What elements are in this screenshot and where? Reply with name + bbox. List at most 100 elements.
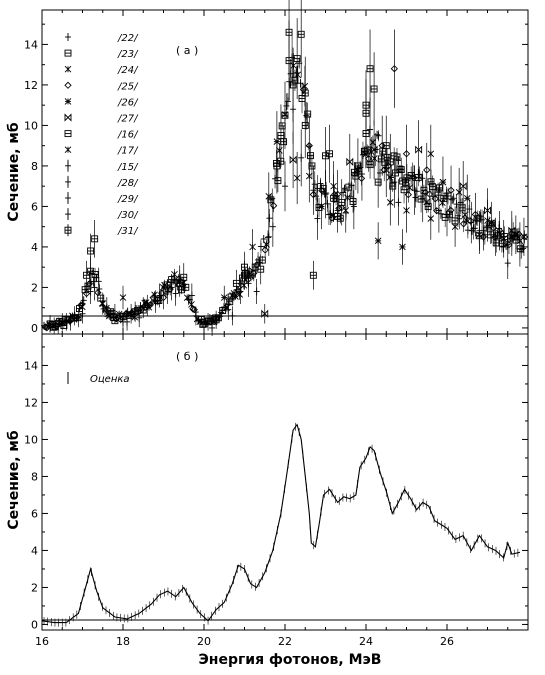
data-point <box>458 204 466 212</box>
data-point <box>459 220 468 228</box>
data-point <box>376 168 383 177</box>
data-point <box>417 195 425 203</box>
data-point <box>503 241 510 250</box>
point-series-3 <box>402 150 411 158</box>
data-point <box>112 315 120 323</box>
panel-a-points <box>41 28 529 332</box>
data-point <box>151 291 158 299</box>
data-point <box>309 190 317 199</box>
point-series-3 <box>496 227 504 235</box>
point-series-7 <box>484 217 491 224</box>
data-point <box>274 177 282 185</box>
y-tick-label: 6 <box>31 507 38 520</box>
data-point <box>287 69 294 78</box>
point-series-4 <box>273 138 281 145</box>
data-point <box>357 163 364 172</box>
data-point <box>421 188 429 197</box>
point-series-2 <box>99 300 107 307</box>
data-point <box>341 184 348 193</box>
x-tick-label: 16 <box>35 635 49 648</box>
data-point <box>397 166 405 174</box>
data-point <box>416 170 423 179</box>
point-series-9 <box>209 323 216 332</box>
data-point <box>314 184 321 193</box>
legend-bg <box>58 79 78 93</box>
data-point <box>319 184 327 192</box>
data-point <box>370 155 378 162</box>
point-series-8 <box>504 259 511 268</box>
data-point <box>456 214 463 223</box>
data-point <box>388 173 395 182</box>
y-tick-label: 0 <box>31 322 38 335</box>
point-series-1 <box>91 235 99 243</box>
point-series-4 <box>488 219 495 226</box>
point-series-3 <box>159 293 168 302</box>
y-tick-label: 6 <box>31 200 38 213</box>
point-series-1 <box>370 85 378 93</box>
data-point <box>497 230 504 238</box>
data-point <box>253 261 261 269</box>
point-series-2 <box>265 192 273 200</box>
legend-entry-10: /29/ <box>117 194 139 205</box>
point-series-1 <box>241 263 248 271</box>
point-series-4 <box>374 237 382 245</box>
data-point <box>444 192 452 200</box>
point-series-9 <box>188 291 195 300</box>
legend-bg <box>58 47 78 61</box>
point-series-6 <box>362 130 370 137</box>
data-point <box>82 289 91 298</box>
data-point <box>403 174 411 182</box>
data-point <box>404 191 412 199</box>
data-point <box>336 214 344 222</box>
y-tick-label: 2 <box>31 581 38 594</box>
point-series-7 <box>382 166 390 174</box>
point-series-2 <box>427 215 435 222</box>
point-series-11 <box>63 317 70 326</box>
y-tick-label: 14 <box>24 359 38 372</box>
panel-a-ylabel: Сечение, мб <box>6 122 22 221</box>
point-series-8 <box>124 317 131 326</box>
point-series-1 <box>281 111 289 119</box>
point-series-2 <box>119 294 127 301</box>
legend-entry-0: /22/ <box>117 33 139 44</box>
data-point <box>146 301 154 309</box>
point-series-10 <box>111 309 118 318</box>
data-point <box>263 241 270 248</box>
data-point <box>148 298 155 307</box>
panel-a-label: ( а ) <box>176 44 198 57</box>
data-point <box>349 198 357 205</box>
point-series-11 <box>91 283 98 292</box>
legend-entry-5: /27/ <box>117 114 139 125</box>
legend-entry-9: /28/ <box>117 178 139 189</box>
data-point <box>250 269 258 277</box>
data-point <box>171 270 178 278</box>
point-series-10 <box>229 311 236 320</box>
data-point <box>266 214 273 223</box>
point-series-3 <box>127 310 135 318</box>
data-point <box>375 131 382 140</box>
data-point <box>412 193 419 202</box>
data-point <box>166 285 174 293</box>
point-series-11 <box>156 291 163 300</box>
data-point <box>467 217 475 225</box>
panel-b-x-ticks: 16 18 20 22 24 26 <box>35 334 529 648</box>
point-series-2 <box>249 243 256 251</box>
legend-entry-2: /24/ <box>117 65 139 76</box>
y-tick-label: 8 <box>31 470 38 483</box>
data-point <box>431 195 439 203</box>
legend-entry-4: /26/ <box>117 97 139 108</box>
legend-marker-5 <box>64 113 72 122</box>
point-series-1 <box>382 142 390 150</box>
point-series-3 <box>305 142 313 150</box>
point-series-9 <box>253 287 260 296</box>
point-series-7 <box>293 174 301 182</box>
point-series-0 <box>95 277 102 286</box>
data-point <box>258 256 266 264</box>
legend-marker-7 <box>64 146 72 154</box>
data-point <box>303 111 310 120</box>
data-point <box>328 214 336 222</box>
point-series-5 <box>459 182 467 191</box>
point-series-0 <box>103 303 110 312</box>
point-series-11 <box>265 232 272 241</box>
